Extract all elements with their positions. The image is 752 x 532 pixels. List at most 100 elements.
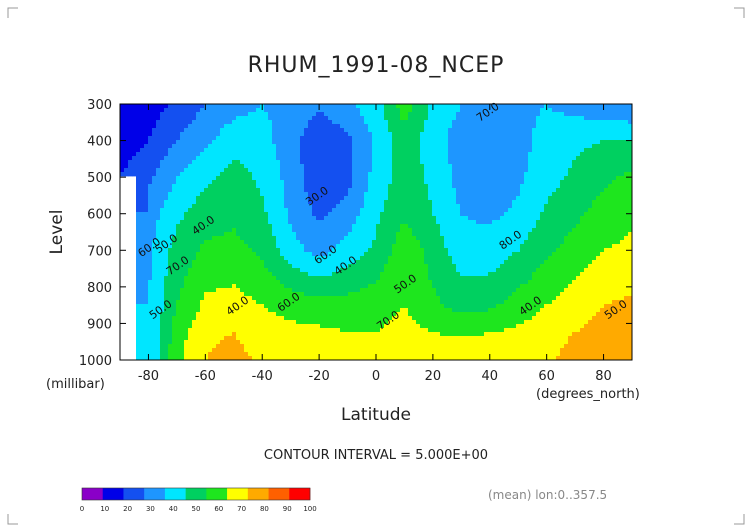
heatmap-cell xyxy=(148,144,153,149)
heatmap-cell xyxy=(412,132,417,137)
heatmap-cell xyxy=(356,120,361,125)
heatmap-cell xyxy=(264,224,269,229)
heatmap-cell xyxy=(580,220,585,225)
heatmap-cell xyxy=(140,120,145,125)
heatmap-cell xyxy=(528,236,533,241)
heatmap-cell xyxy=(204,248,209,253)
heatmap-cell xyxy=(520,252,525,257)
heatmap-cell xyxy=(420,128,425,133)
heatmap-cell xyxy=(176,108,181,113)
heatmap-cell xyxy=(608,208,613,213)
heatmap-cell xyxy=(512,136,517,141)
heatmap-cell xyxy=(616,128,621,133)
heatmap-cell xyxy=(420,196,425,201)
heatmap-cell xyxy=(484,104,489,109)
heatmap-cell xyxy=(432,108,437,113)
heatmap-cell xyxy=(156,192,161,197)
heatmap-cell xyxy=(416,248,421,253)
heatmap-cell xyxy=(260,112,265,117)
heatmap-cell xyxy=(232,180,237,185)
heatmap-cell xyxy=(380,216,385,221)
heatmap-cell xyxy=(384,256,389,261)
heatmap-cell xyxy=(608,148,613,153)
heatmap-cell xyxy=(508,244,513,249)
heatmap-cell xyxy=(168,160,173,165)
heatmap-cell xyxy=(528,196,533,201)
heatmap-cell xyxy=(228,252,233,257)
heatmap-cell xyxy=(384,140,389,145)
heatmap-cell xyxy=(380,196,385,201)
heatmap-cell xyxy=(556,148,561,153)
heatmap-cell xyxy=(324,240,329,245)
heatmap-cell xyxy=(236,108,241,113)
heatmap-cell xyxy=(596,248,601,253)
heatmap-cell xyxy=(212,128,217,133)
heatmap-cell xyxy=(552,192,557,197)
heatmap-cell xyxy=(212,240,217,245)
heatmap-cell xyxy=(320,124,325,129)
heatmap-cell xyxy=(440,156,445,161)
heatmap-cell xyxy=(312,244,317,249)
heatmap-cell xyxy=(400,232,405,237)
heatmap-cell xyxy=(224,108,229,113)
heatmap-cell xyxy=(248,128,253,133)
heatmap-cell xyxy=(492,232,497,237)
heatmap-cell xyxy=(152,144,157,149)
heatmap-cell xyxy=(604,176,609,181)
heatmap-cell xyxy=(280,148,285,153)
heatmap-cell xyxy=(176,176,181,181)
heatmap-cell xyxy=(180,140,185,145)
heatmap-cell xyxy=(140,112,145,117)
heatmap-cell xyxy=(488,176,493,181)
heatmap-cell xyxy=(348,228,353,233)
heatmap-cell xyxy=(388,108,393,113)
heatmap-cell xyxy=(584,228,589,233)
heatmap-cell xyxy=(624,236,629,241)
heatmap-cell xyxy=(252,160,257,165)
heatmap-cell xyxy=(480,168,485,173)
heatmap-cell xyxy=(312,200,317,205)
heatmap-cell xyxy=(228,120,233,125)
heatmap-cell xyxy=(368,172,373,177)
heatmap-cell xyxy=(472,216,477,221)
heatmap-cell xyxy=(560,152,565,157)
heatmap-cell xyxy=(444,192,449,197)
heatmap-cell xyxy=(140,168,145,173)
heatmap-cell xyxy=(248,104,253,109)
heatmap-cell xyxy=(592,176,597,181)
heatmap-cell xyxy=(212,216,217,221)
heatmap-cell xyxy=(332,196,337,201)
heatmap-cell xyxy=(416,136,421,141)
heatmap-cell xyxy=(208,132,213,137)
heatmap-cell xyxy=(540,156,545,161)
heatmap-cell xyxy=(468,228,473,233)
heatmap-cell xyxy=(120,112,125,117)
heatmap-cell xyxy=(596,148,601,153)
heatmap-cell xyxy=(324,252,329,257)
heatmap-cell xyxy=(236,152,241,157)
heatmap-cell xyxy=(348,248,353,253)
heatmap-cell xyxy=(496,240,501,245)
heatmap-cell xyxy=(344,156,349,161)
heatmap-cell xyxy=(392,128,397,133)
heatmap-cell xyxy=(548,156,553,161)
heatmap-cell xyxy=(576,244,581,249)
heatmap-cell xyxy=(192,260,197,265)
heatmap-cell xyxy=(500,164,505,169)
heatmap-cell xyxy=(212,108,217,113)
heatmap-cell xyxy=(400,156,405,161)
heatmap-cell xyxy=(128,148,133,153)
heatmap-cell xyxy=(132,160,137,165)
heatmap-cell xyxy=(152,160,157,165)
heatmap-cell xyxy=(144,188,149,193)
heatmap-cell xyxy=(580,232,585,237)
heatmap-cell xyxy=(232,132,237,137)
heatmap-cell xyxy=(316,192,321,197)
heatmap-cell xyxy=(436,228,441,233)
heatmap-cell xyxy=(160,212,165,217)
heatmap-cell xyxy=(272,184,277,189)
heatmap-cell xyxy=(172,204,177,209)
heatmap-cell xyxy=(152,192,157,197)
heatmap-cell xyxy=(232,124,237,129)
heatmap-cell xyxy=(344,180,349,185)
